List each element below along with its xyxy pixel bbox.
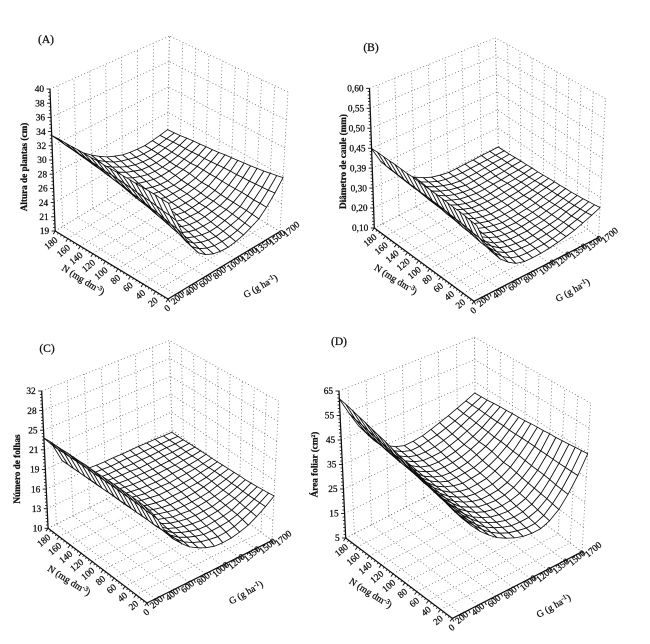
svg-text:0: 0 xyxy=(163,303,173,314)
svg-text:(A): (A) xyxy=(38,34,54,46)
svg-text:40: 40 xyxy=(35,85,45,95)
svg-text:Altura de plantas (cm): Altura de plantas (cm) xyxy=(19,123,29,212)
svg-text:0: 0 xyxy=(469,306,479,317)
svg-text:0,45: 0,45 xyxy=(349,144,366,154)
svg-text:10: 10 xyxy=(33,525,43,535)
svg-text:0,55: 0,55 xyxy=(348,105,365,115)
svg-text:Diâmetro de caule (mm): Diâmetro de caule (mm) xyxy=(338,114,348,209)
svg-text:5: 5 xyxy=(335,534,340,544)
svg-text:24: 24 xyxy=(39,199,49,209)
svg-text:0,20: 0,20 xyxy=(351,204,368,214)
svg-text:65: 65 xyxy=(324,387,334,397)
svg-text:32: 32 xyxy=(37,142,47,152)
svg-text:15: 15 xyxy=(329,510,339,520)
svg-text:28: 28 xyxy=(27,407,37,417)
svg-text:32: 32 xyxy=(26,387,36,397)
svg-text:36: 36 xyxy=(36,114,46,124)
svg-text:16: 16 xyxy=(31,485,41,495)
svg-text:0,30: 0,30 xyxy=(351,184,368,194)
svg-text:0: 0 xyxy=(447,623,457,634)
svg-text:28: 28 xyxy=(38,170,48,180)
svg-text:45: 45 xyxy=(326,436,336,446)
svg-text:0: 0 xyxy=(142,607,152,618)
svg-text:Número de folhas: Número de folhas xyxy=(12,434,22,504)
svg-text:35: 35 xyxy=(327,461,337,471)
svg-text:55: 55 xyxy=(325,412,335,422)
svg-text:26: 26 xyxy=(38,185,48,195)
svg-text:(C): (C) xyxy=(39,343,55,355)
svg-text:(B): (B) xyxy=(363,42,379,54)
svg-text:(D): (D) xyxy=(331,336,347,348)
svg-text:0,39: 0,39 xyxy=(350,164,367,174)
svg-text:21: 21 xyxy=(29,446,39,456)
svg-text:25: 25 xyxy=(28,426,38,436)
svg-text:25: 25 xyxy=(328,485,338,495)
svg-text:0,10: 0,10 xyxy=(352,224,369,234)
svg-text:38: 38 xyxy=(35,99,45,109)
svg-text:13: 13 xyxy=(32,505,42,515)
svg-text:30: 30 xyxy=(37,156,47,166)
svg-text:0,50: 0,50 xyxy=(349,124,366,134)
svg-text:34: 34 xyxy=(36,128,46,138)
svg-text:19: 19 xyxy=(40,227,50,237)
svg-text:Área foliar (cm²): Área foliar (cm²) xyxy=(309,432,319,498)
svg-text:19: 19 xyxy=(30,466,40,476)
svg-text:0,60: 0,60 xyxy=(347,85,364,95)
svg-text:21: 21 xyxy=(39,213,49,223)
